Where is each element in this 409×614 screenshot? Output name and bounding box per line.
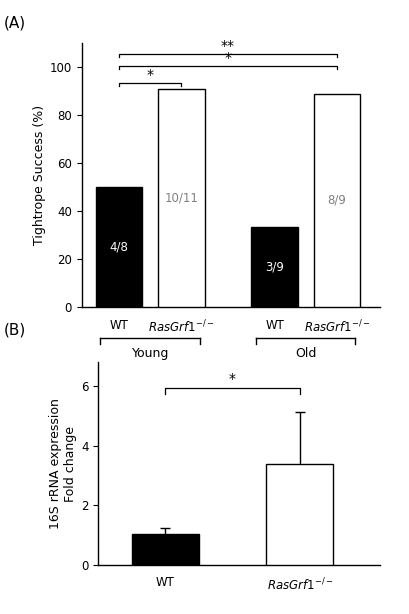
Text: 3/9: 3/9 — [265, 260, 284, 273]
Text: $\it{RasGrf1}^{-/-}$: $\it{RasGrf1}^{-/-}$ — [303, 319, 370, 336]
Text: WT: WT — [156, 576, 175, 589]
Text: *: * — [147, 68, 154, 82]
Bar — [314, 93, 360, 307]
Text: 10/11: 10/11 — [164, 192, 198, 204]
Text: WT: WT — [110, 319, 128, 332]
Bar — [266, 464, 333, 565]
Bar — [158, 89, 204, 307]
Bar — [251, 227, 298, 307]
Bar — [132, 534, 199, 565]
Text: *: * — [229, 372, 236, 386]
Bar — [96, 187, 142, 307]
Text: 8/9: 8/9 — [327, 194, 346, 207]
Y-axis label: 16S rRNA expression
Fold change: 16S rRNA expression Fold change — [49, 398, 77, 529]
Text: WT: WT — [265, 319, 284, 332]
Y-axis label: Tightrope Success (%): Tightrope Success (%) — [33, 105, 46, 245]
Text: $\it{RasGrf1}^{-/-}$: $\it{RasGrf1}^{-/-}$ — [267, 576, 333, 593]
Text: (A): (A) — [4, 15, 26, 30]
Text: *: * — [225, 51, 231, 65]
Text: Young: Young — [132, 346, 169, 360]
Text: $\it{RasGrf1}^{-/-}$: $\it{RasGrf1}^{-/-}$ — [148, 319, 215, 336]
Text: **: ** — [221, 39, 235, 53]
Text: Old: Old — [295, 346, 317, 360]
Text: (B): (B) — [4, 322, 26, 337]
Text: 4/8: 4/8 — [110, 241, 128, 254]
